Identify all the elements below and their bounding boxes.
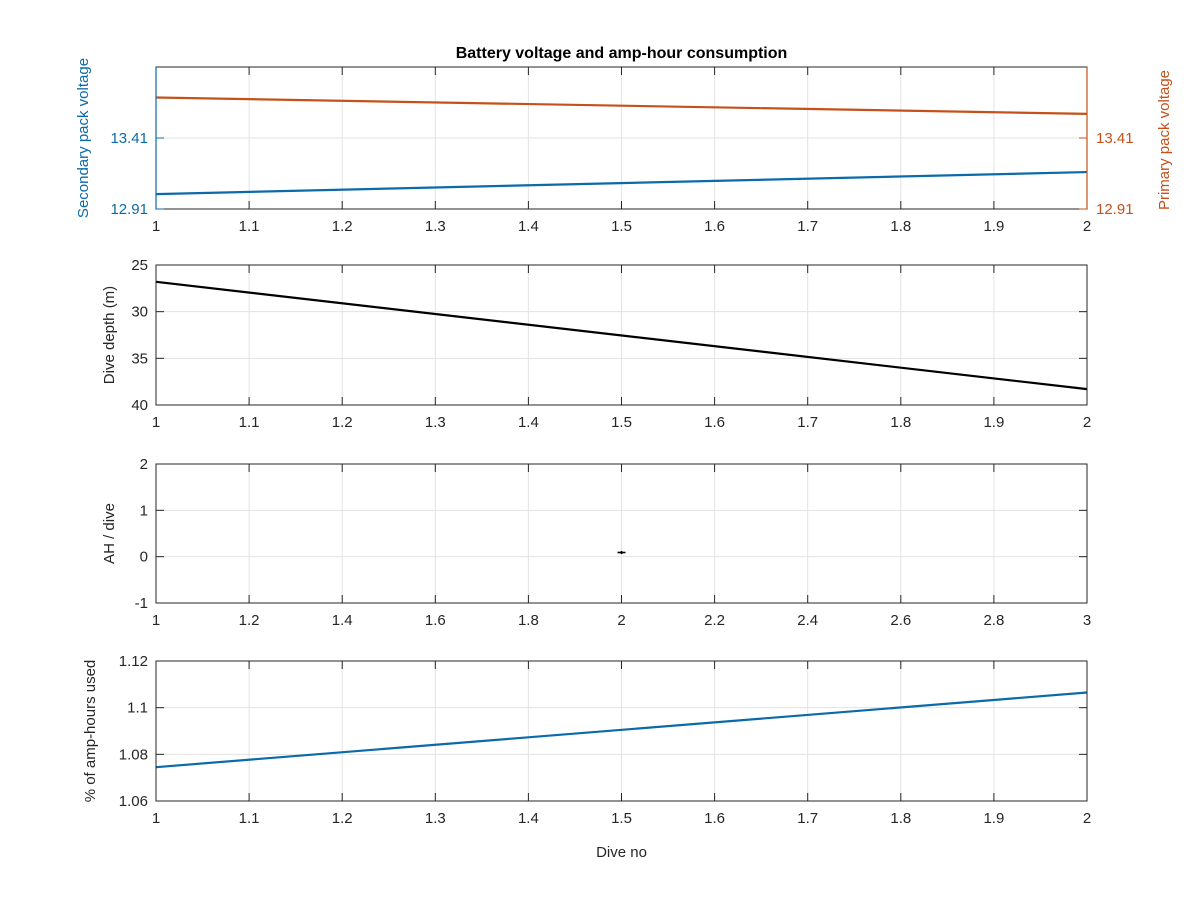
plot-1-left-y-tick-label: 13.41	[110, 130, 148, 147]
plot-1-x-tick-label: 1.8	[890, 218, 911, 235]
plot-4-x-tick-label: 1.9	[983, 810, 1004, 827]
plot-2-x-tick-label: 1.6	[704, 414, 725, 431]
plot-1-x-tick-label: 1.1	[239, 218, 260, 235]
plot-4-x-tick-label: 1.8	[890, 810, 911, 827]
plot-1-x-tick-label: 1.2	[332, 218, 353, 235]
plot-2-y-tick-label: 30	[131, 304, 148, 321]
plot-1-right-y-tick-label: 13.41	[1096, 130, 1134, 147]
plot-4-x-tick-label: 1.6	[704, 810, 725, 827]
plot-3-y-tick-label: 0	[140, 549, 148, 566]
plot-4-y-tick-label: 1.12	[119, 653, 148, 670]
plot-1-x-tick-label: 1.5	[611, 218, 632, 235]
plot-1-right-y-axis-label: Primary pack voltage	[1156, 70, 1173, 210]
plot-3-x-tick-label: 1.8	[518, 612, 539, 629]
plot-1-x-tick-label: 1.3	[425, 218, 446, 235]
plot-3-y-axis-label: AH / dive	[101, 503, 118, 564]
plot-2-x-tick-label: 1.9	[983, 414, 1004, 431]
plot-2-x-tick-label: 1.3	[425, 414, 446, 431]
plot-1-series-line-left	[155, 170, 1088, 196]
plot-3-x-tick-label: 3	[1083, 612, 1091, 629]
plot-4-x-tick-label: 1.1	[239, 810, 260, 827]
plot-3-y-tick-label: 1	[140, 502, 148, 519]
plot-3-x-tick-label: 2.6	[890, 612, 911, 629]
plot-3-x-tick-label: 1.6	[425, 612, 446, 629]
plot-3-x-tick-label: 1.4	[332, 612, 353, 629]
plot-1-series-line-right	[155, 96, 1088, 115]
plot-1-x-tick-label: 1.7	[797, 218, 818, 235]
plot-3-x-tick-label: 2	[617, 612, 625, 629]
plot-2-x-tick-label: 1	[152, 414, 160, 431]
plot-4-y-axis-label: % of amp-hours used	[82, 660, 99, 803]
plot-2-x-tick-label: 1.4	[518, 414, 539, 431]
plot-2-y-tick-label: 25	[131, 257, 148, 274]
plot-4-y-tick-label: 1.08	[119, 746, 148, 763]
plot-4-x-tick-label: 1.2	[332, 810, 353, 827]
plot-4-x-tick-label: 1	[152, 810, 160, 827]
plot-1-left-y-axis-label: Secondary pack voltage	[75, 58, 92, 218]
plot-2-x-tick-label: 1.7	[797, 414, 818, 431]
plot-4-x-tick-label: 1.5	[611, 810, 632, 827]
plot-1-x-tick-label: 1	[152, 218, 160, 235]
plot-4-x-tick-label: 2	[1083, 810, 1091, 827]
chart-title: Battery voltage and amp-hour consumption	[456, 45, 788, 62]
plot-2-x-tick-label: 2	[1083, 414, 1091, 431]
plot-1-x-tick-label: 1.9	[983, 218, 1004, 235]
plot-4-series-line	[155, 691, 1088, 769]
plot-3-x-tick-label: 2.2	[704, 612, 725, 629]
plot-1-left-y-tick-label: 12.91	[110, 201, 148, 218]
plot-2-x-tick-label: 1.2	[332, 414, 353, 431]
plot-1-right-y-tick-label: 12.91	[1096, 201, 1134, 218]
x-axis-label: Dive no	[596, 844, 647, 861]
plot-4-y-tick-label: 1.06	[119, 793, 148, 810]
plot-4-x-tick-label: 1.3	[425, 810, 446, 827]
plot-2-series-line	[155, 280, 1088, 391]
plot-3-x-tick-label: 1	[152, 612, 160, 629]
plot-4-x-tick-label: 1.4	[518, 810, 539, 827]
plot-1-x-tick-label: 2	[1083, 218, 1091, 235]
plot-3-x-tick-label: 2.8	[983, 612, 1004, 629]
plot-1-x-tick-label: 1.4	[518, 218, 539, 235]
plot-3-x-tick-label: 2.4	[797, 612, 818, 629]
plot-3-x-tick-label: 1.2	[239, 612, 260, 629]
plot-2-y-tick-label: 35	[131, 350, 148, 367]
plot-1-x-tick-label: 1.6	[704, 218, 725, 235]
plot-3-y-tick-label: 2	[140, 456, 148, 473]
plot-2-y-axis-label: Dive depth (m)	[101, 286, 118, 384]
plot-2-x-tick-label: 1.5	[611, 414, 632, 431]
plot-3-y-tick-label: -1	[135, 595, 148, 612]
plot-4-y-tick-label: 1.1	[127, 700, 148, 717]
plot-2-x-tick-label: 1.8	[890, 414, 911, 431]
plot-2-y-tick-label: 40	[131, 397, 148, 414]
plot-2-x-tick-label: 1.1	[239, 414, 260, 431]
plot-4-x-tick-label: 1.7	[797, 810, 818, 827]
